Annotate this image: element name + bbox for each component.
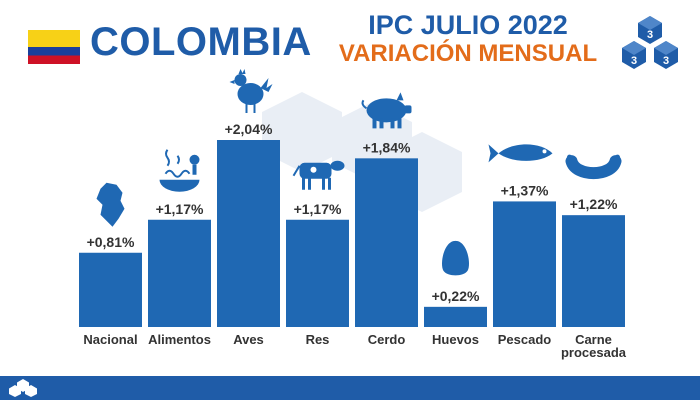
- category-label: Nacional: [83, 332, 137, 347]
- bar-huevos: [424, 306, 487, 327]
- value-label: +0,22%: [432, 288, 480, 304]
- category-label: procesada: [561, 345, 627, 360]
- bar-carne-procesada: [562, 215, 625, 327]
- value-label: +2,04%: [225, 121, 273, 137]
- bar-pescado: [493, 201, 556, 327]
- country-name: COLOMBIA: [90, 20, 312, 64]
- bar-aves: [217, 140, 280, 327]
- category-label: Alimentos: [148, 332, 211, 347]
- svg-text:3: 3: [631, 55, 637, 67]
- chart-title: IPC JULIO 2022: [368, 10, 568, 40]
- brand-logo-icon: 3 3 3: [622, 16, 678, 69]
- chart-subtitle: VARIACIÓN MENSUAL: [338, 40, 598, 67]
- sausage-icon: [565, 154, 622, 180]
- value-label: +1,84%: [363, 139, 411, 155]
- pig-icon: [361, 92, 412, 129]
- bar-cerdo: [355, 158, 418, 327]
- value-label: +1,22%: [570, 196, 618, 212]
- egg-icon: [442, 240, 469, 276]
- value-label: +1,37%: [501, 182, 549, 198]
- chicken-icon: [229, 69, 273, 113]
- footer-logo-icon: [9, 379, 37, 397]
- category-label: Cerdo: [368, 332, 406, 347]
- svg-text:3: 3: [663, 55, 669, 67]
- value-label: +1,17%: [156, 201, 204, 217]
- category-label: Huevos: [432, 332, 479, 347]
- cow-icon: [292, 160, 345, 190]
- bar-res: [286, 219, 349, 327]
- colombia-map-icon: [96, 182, 125, 227]
- footer-bar: [0, 376, 700, 400]
- fish-icon: [488, 144, 553, 163]
- category-label: Carne: [575, 332, 612, 347]
- bar-nacional: [79, 252, 142, 327]
- colombia-flag-icon: [28, 30, 80, 64]
- value-label: +0,81%: [87, 234, 135, 250]
- bar-alimentos: [148, 219, 211, 327]
- category-label: Aves: [233, 332, 264, 347]
- svg-text:3: 3: [647, 29, 653, 41]
- category-label: Pescado: [498, 332, 552, 347]
- value-label: +1,17%: [294, 201, 342, 217]
- category-label: Res: [306, 332, 330, 347]
- food-icon: [159, 149, 200, 192]
